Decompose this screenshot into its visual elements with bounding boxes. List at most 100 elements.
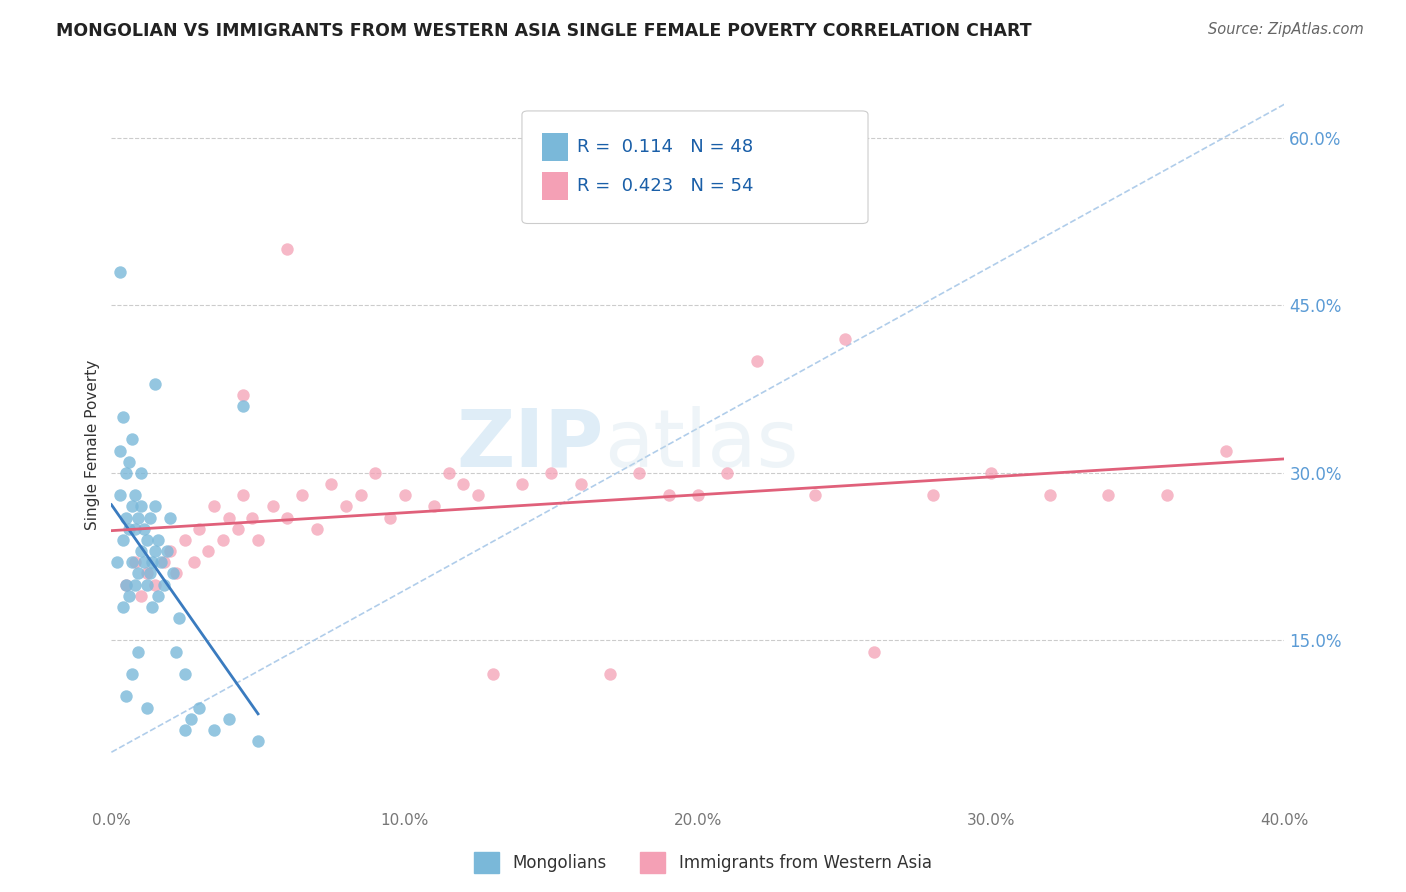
Point — [218, 510, 240, 524]
Point — [863, 645, 886, 659]
Point — [135, 566, 157, 581]
Point — [804, 488, 827, 502]
Point — [745, 354, 768, 368]
Point — [129, 544, 152, 558]
Point — [112, 410, 135, 425]
Point — [305, 522, 328, 536]
Point — [188, 700, 211, 714]
Point — [180, 712, 202, 726]
Text: R =  0.423   N = 54: R = 0.423 N = 54 — [576, 177, 754, 194]
Point — [378, 510, 401, 524]
Point — [129, 500, 152, 514]
Point — [321, 477, 343, 491]
Point — [153, 577, 176, 591]
Point — [118, 589, 141, 603]
Point — [124, 555, 146, 569]
Point — [145, 577, 167, 591]
Point — [364, 466, 387, 480]
Point — [162, 566, 184, 581]
Point — [135, 577, 157, 591]
Point — [1097, 488, 1119, 502]
Point — [335, 500, 357, 514]
Point — [108, 265, 131, 279]
Point — [138, 510, 160, 524]
Point — [124, 522, 146, 536]
Point — [291, 488, 314, 502]
Point — [834, 332, 856, 346]
Point — [112, 599, 135, 614]
Point — [453, 477, 475, 491]
Point — [141, 555, 163, 569]
Text: atlas: atlas — [605, 406, 799, 484]
Point — [129, 466, 152, 480]
Point — [112, 533, 135, 547]
Point — [167, 611, 190, 625]
Point — [121, 667, 143, 681]
Point — [148, 533, 170, 547]
Point — [437, 466, 460, 480]
Point — [145, 544, 167, 558]
Point — [481, 667, 503, 681]
Point — [350, 488, 373, 502]
Point — [115, 510, 138, 524]
Point — [1156, 488, 1178, 502]
Point — [108, 443, 131, 458]
Point — [188, 522, 211, 536]
Point — [247, 734, 270, 748]
Point — [510, 477, 533, 491]
Point — [240, 510, 263, 524]
Point — [218, 712, 240, 726]
Point — [921, 488, 943, 502]
Point — [118, 455, 141, 469]
Point — [232, 388, 254, 402]
Point — [121, 500, 143, 514]
Point — [173, 533, 195, 547]
Point — [115, 577, 138, 591]
FancyBboxPatch shape — [541, 172, 568, 200]
Text: R =  0.114   N = 48: R = 0.114 N = 48 — [576, 138, 754, 156]
Point — [129, 589, 152, 603]
Point — [121, 555, 143, 569]
Point — [118, 522, 141, 536]
Point — [197, 544, 219, 558]
Point — [232, 399, 254, 413]
Point — [423, 500, 446, 514]
Point — [145, 376, 167, 391]
Point — [276, 243, 298, 257]
Point — [159, 544, 181, 558]
Point — [132, 555, 155, 569]
Point — [153, 555, 176, 569]
Point — [599, 667, 621, 681]
Point — [145, 500, 167, 514]
Point — [658, 488, 681, 502]
Point — [467, 488, 489, 502]
Point — [108, 488, 131, 502]
Text: Source: ZipAtlas.com: Source: ZipAtlas.com — [1208, 22, 1364, 37]
Point — [232, 488, 254, 502]
Point — [716, 466, 738, 480]
Point — [127, 510, 149, 524]
Legend: Mongolians, Immigrants from Western Asia: Mongolians, Immigrants from Western Asia — [468, 846, 938, 880]
Point — [135, 533, 157, 547]
Point — [1215, 443, 1237, 458]
Point — [1039, 488, 1062, 502]
Point — [124, 488, 146, 502]
Point — [115, 577, 138, 591]
Point — [124, 577, 146, 591]
Point — [135, 700, 157, 714]
Point — [247, 533, 270, 547]
Point — [148, 589, 170, 603]
Point — [540, 466, 562, 480]
Point — [569, 477, 592, 491]
Point — [211, 533, 233, 547]
FancyBboxPatch shape — [522, 111, 868, 224]
Point — [132, 522, 155, 536]
Point — [115, 690, 138, 704]
Text: ZIP: ZIP — [457, 406, 605, 484]
Point — [226, 522, 249, 536]
Point — [173, 667, 195, 681]
Point — [980, 466, 1002, 480]
Point — [276, 510, 298, 524]
Point — [173, 723, 195, 737]
Point — [141, 599, 163, 614]
